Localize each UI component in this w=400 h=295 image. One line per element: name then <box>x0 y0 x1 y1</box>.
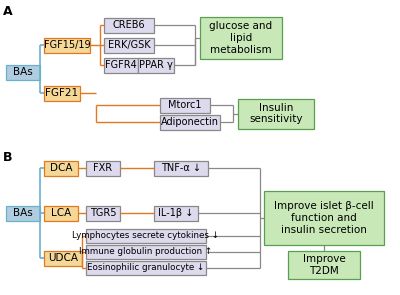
FancyBboxPatch shape <box>138 58 174 73</box>
Text: CREB6: CREB6 <box>113 20 145 30</box>
FancyBboxPatch shape <box>44 160 78 176</box>
Text: LCA: LCA <box>51 208 71 218</box>
FancyBboxPatch shape <box>86 206 120 220</box>
FancyBboxPatch shape <box>264 191 384 245</box>
FancyBboxPatch shape <box>104 37 154 53</box>
Text: TGR5: TGR5 <box>90 208 116 218</box>
FancyBboxPatch shape <box>200 17 282 59</box>
FancyBboxPatch shape <box>154 160 208 176</box>
Text: FGF15/19: FGF15/19 <box>44 40 90 50</box>
FancyBboxPatch shape <box>160 114 220 130</box>
FancyBboxPatch shape <box>288 251 360 279</box>
FancyBboxPatch shape <box>104 17 154 32</box>
Text: Improve
T2DM: Improve T2DM <box>303 254 345 276</box>
Text: A: A <box>3 5 13 18</box>
FancyBboxPatch shape <box>44 37 90 53</box>
FancyBboxPatch shape <box>6 206 40 220</box>
FancyBboxPatch shape <box>160 98 210 112</box>
Text: Improve islet β-cell
function and
insulin secretion: Improve islet β-cell function and insuli… <box>274 201 374 235</box>
FancyBboxPatch shape <box>238 99 314 129</box>
Text: TNF-α ↓: TNF-α ↓ <box>161 163 201 173</box>
Text: Immune globulin production ↑: Immune globulin production ↑ <box>79 248 213 256</box>
Text: Mtorc1: Mtorc1 <box>168 100 202 110</box>
Text: FXR: FXR <box>94 163 112 173</box>
FancyBboxPatch shape <box>154 206 198 220</box>
Text: Lymphocytes secrete cytokines ↓: Lymphocytes secrete cytokines ↓ <box>72 232 220 240</box>
FancyBboxPatch shape <box>104 58 138 73</box>
FancyBboxPatch shape <box>44 206 78 220</box>
FancyBboxPatch shape <box>44 250 82 266</box>
Text: glucose and
lipid
metabolism: glucose and lipid metabolism <box>210 22 272 55</box>
Text: UDCA: UDCA <box>48 253 78 263</box>
FancyBboxPatch shape <box>86 229 206 243</box>
Text: B: B <box>3 151 12 164</box>
Text: PPAR γ: PPAR γ <box>139 60 173 70</box>
FancyBboxPatch shape <box>86 261 206 275</box>
Text: Adiponectin: Adiponectin <box>161 117 219 127</box>
Text: FGF21: FGF21 <box>46 88 78 98</box>
Text: FGFR4: FGFR4 <box>105 60 137 70</box>
Text: BAs: BAs <box>13 67 33 77</box>
Text: DCA: DCA <box>50 163 72 173</box>
Text: ERK/GSK: ERK/GSK <box>108 40 150 50</box>
FancyBboxPatch shape <box>86 245 206 259</box>
FancyBboxPatch shape <box>44 86 80 101</box>
FancyBboxPatch shape <box>6 65 40 79</box>
Text: BAs: BAs <box>13 208 33 218</box>
Text: Insulin
sensitivity: Insulin sensitivity <box>249 103 303 124</box>
FancyBboxPatch shape <box>86 160 120 176</box>
Text: Eosinophilic granulocyte ↓: Eosinophilic granulocyte ↓ <box>87 263 205 273</box>
Text: IL-1β ↓: IL-1β ↓ <box>158 208 194 218</box>
